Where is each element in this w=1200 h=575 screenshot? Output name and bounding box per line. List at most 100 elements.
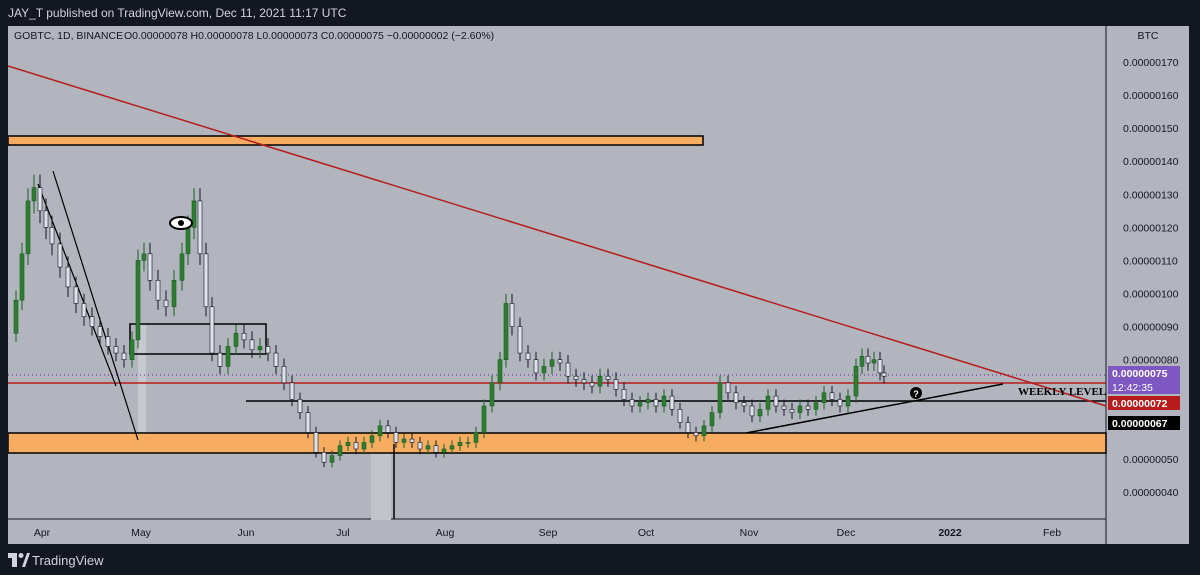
time-tick-2: Jun xyxy=(238,527,255,539)
candle-body xyxy=(171,280,177,308)
candle-body xyxy=(329,455,335,463)
price-tick-0: 0.00000170 xyxy=(1123,57,1179,69)
candle-body xyxy=(509,303,515,327)
candle-body xyxy=(361,442,367,450)
time-tick-6: Oct xyxy=(638,527,654,539)
price-tick-5: 0.00000120 xyxy=(1123,222,1179,234)
candle-body xyxy=(43,210,49,228)
candle-body xyxy=(725,382,731,394)
candle-body xyxy=(497,359,503,384)
candle-body xyxy=(425,445,431,450)
candle-body xyxy=(57,243,63,268)
candle-body xyxy=(481,405,487,433)
candle-body xyxy=(473,432,479,443)
candle-body xyxy=(155,280,161,301)
time-axis[interactable] xyxy=(8,519,1106,544)
candle-body xyxy=(249,339,255,351)
candle-body xyxy=(457,442,463,446)
ascending-support xyxy=(745,383,1004,434)
candle-body xyxy=(31,187,37,202)
candle-body xyxy=(871,359,877,364)
footer-bar: TradingView xyxy=(0,546,1200,575)
candle-body xyxy=(345,442,351,446)
candle-body xyxy=(141,253,147,261)
candle-body xyxy=(613,379,619,390)
time-tick-1: May xyxy=(131,527,152,539)
candle-body xyxy=(321,452,327,463)
svg-text:?: ? xyxy=(913,389,919,399)
candle-body xyxy=(209,306,215,354)
price-axis[interactable] xyxy=(1106,26,1189,519)
candle-body xyxy=(549,359,555,367)
candle-body xyxy=(865,356,871,364)
svg-text:0.00000075: 0.00000075 xyxy=(1112,368,1168,380)
chart-svg[interactable]: ? WEEKLY LEVEL GOBTC, 1D, BINANCE O0.000… xyxy=(8,26,1189,544)
candle-body xyxy=(37,187,43,212)
candle-body xyxy=(163,299,169,308)
candle-body xyxy=(265,346,271,354)
candle-body xyxy=(377,425,383,437)
candle-body xyxy=(503,303,509,360)
svg-text:12:42:35: 12:42:35 xyxy=(1112,382,1153,394)
candle-body xyxy=(821,392,827,403)
published-header: JAY_T published on TradingView.com, Dec … xyxy=(0,0,1200,26)
price-label-1: 12:42:35 xyxy=(1108,380,1180,394)
candle-body xyxy=(19,253,25,301)
candle-body xyxy=(13,299,19,334)
price-label-2: 0.00000072 xyxy=(1108,396,1180,410)
candle-body xyxy=(741,402,747,407)
candle-body xyxy=(645,399,651,403)
candle-body xyxy=(717,382,723,413)
candle-body xyxy=(191,200,197,228)
candle-body xyxy=(433,445,439,453)
price-label-0: 0.00000075 xyxy=(1108,366,1180,380)
candle-body xyxy=(541,366,547,374)
candle-body xyxy=(25,200,31,255)
candle-body xyxy=(581,379,587,384)
candle-body xyxy=(685,422,691,433)
time-tick-3: Jul xyxy=(336,527,349,539)
candle-body xyxy=(637,402,643,407)
price-tick-9: 0.00000080 xyxy=(1123,355,1179,367)
candle-body xyxy=(781,405,787,410)
price-tick-7: 0.00000100 xyxy=(1123,289,1179,301)
candles xyxy=(13,174,887,468)
price-tick-11: 0.00000040 xyxy=(1123,487,1179,499)
candle-body xyxy=(489,382,495,407)
ohlc-values: O0.00000078 H0.00000078 L0.00000073 C0.0… xyxy=(124,30,494,42)
time-tick-0: Apr xyxy=(34,527,51,539)
symbol-info: GOBTC, 1D, BINANCE xyxy=(14,30,123,42)
eye-icon xyxy=(169,216,193,230)
candle-body xyxy=(129,339,135,360)
time-tick-8: Dec xyxy=(837,527,856,539)
candle-body xyxy=(573,375,579,380)
question-icon[interactable]: ? xyxy=(910,387,922,399)
candle-body xyxy=(203,253,209,308)
candle-body xyxy=(105,336,111,347)
candle-body xyxy=(257,346,263,351)
time-tick-7: Nov xyxy=(740,527,759,539)
candle-body xyxy=(677,409,683,423)
svg-text:0.00000067: 0.00000067 xyxy=(1112,418,1168,430)
candle-body xyxy=(147,253,153,281)
currency-label: BTC xyxy=(1138,30,1159,42)
candle-body xyxy=(653,399,659,407)
candle-body xyxy=(281,366,287,384)
candle-body xyxy=(217,352,223,367)
candle-body xyxy=(629,399,635,407)
candle-body xyxy=(733,392,739,403)
candle-body xyxy=(49,227,55,245)
chart-area[interactable]: ? WEEKLY LEVEL GOBTC, 1D, BINANCE O0.000… xyxy=(8,26,1189,544)
candle-body xyxy=(233,332,239,347)
candle-body xyxy=(385,425,391,433)
candle-body xyxy=(393,432,399,443)
candle-body xyxy=(305,412,311,433)
published-text: JAY_T published on TradingView.com, Dec … xyxy=(8,6,347,20)
candle-body xyxy=(669,395,675,410)
price-label-3: 0.00000067 xyxy=(1108,416,1180,430)
candle-body xyxy=(401,438,407,443)
candle-body xyxy=(73,286,79,304)
weekly-level-label: WEEKLY LEVEL xyxy=(1018,386,1106,398)
time-tick-10: Feb xyxy=(1043,527,1061,539)
svg-text:0.00000072: 0.00000072 xyxy=(1112,398,1168,410)
